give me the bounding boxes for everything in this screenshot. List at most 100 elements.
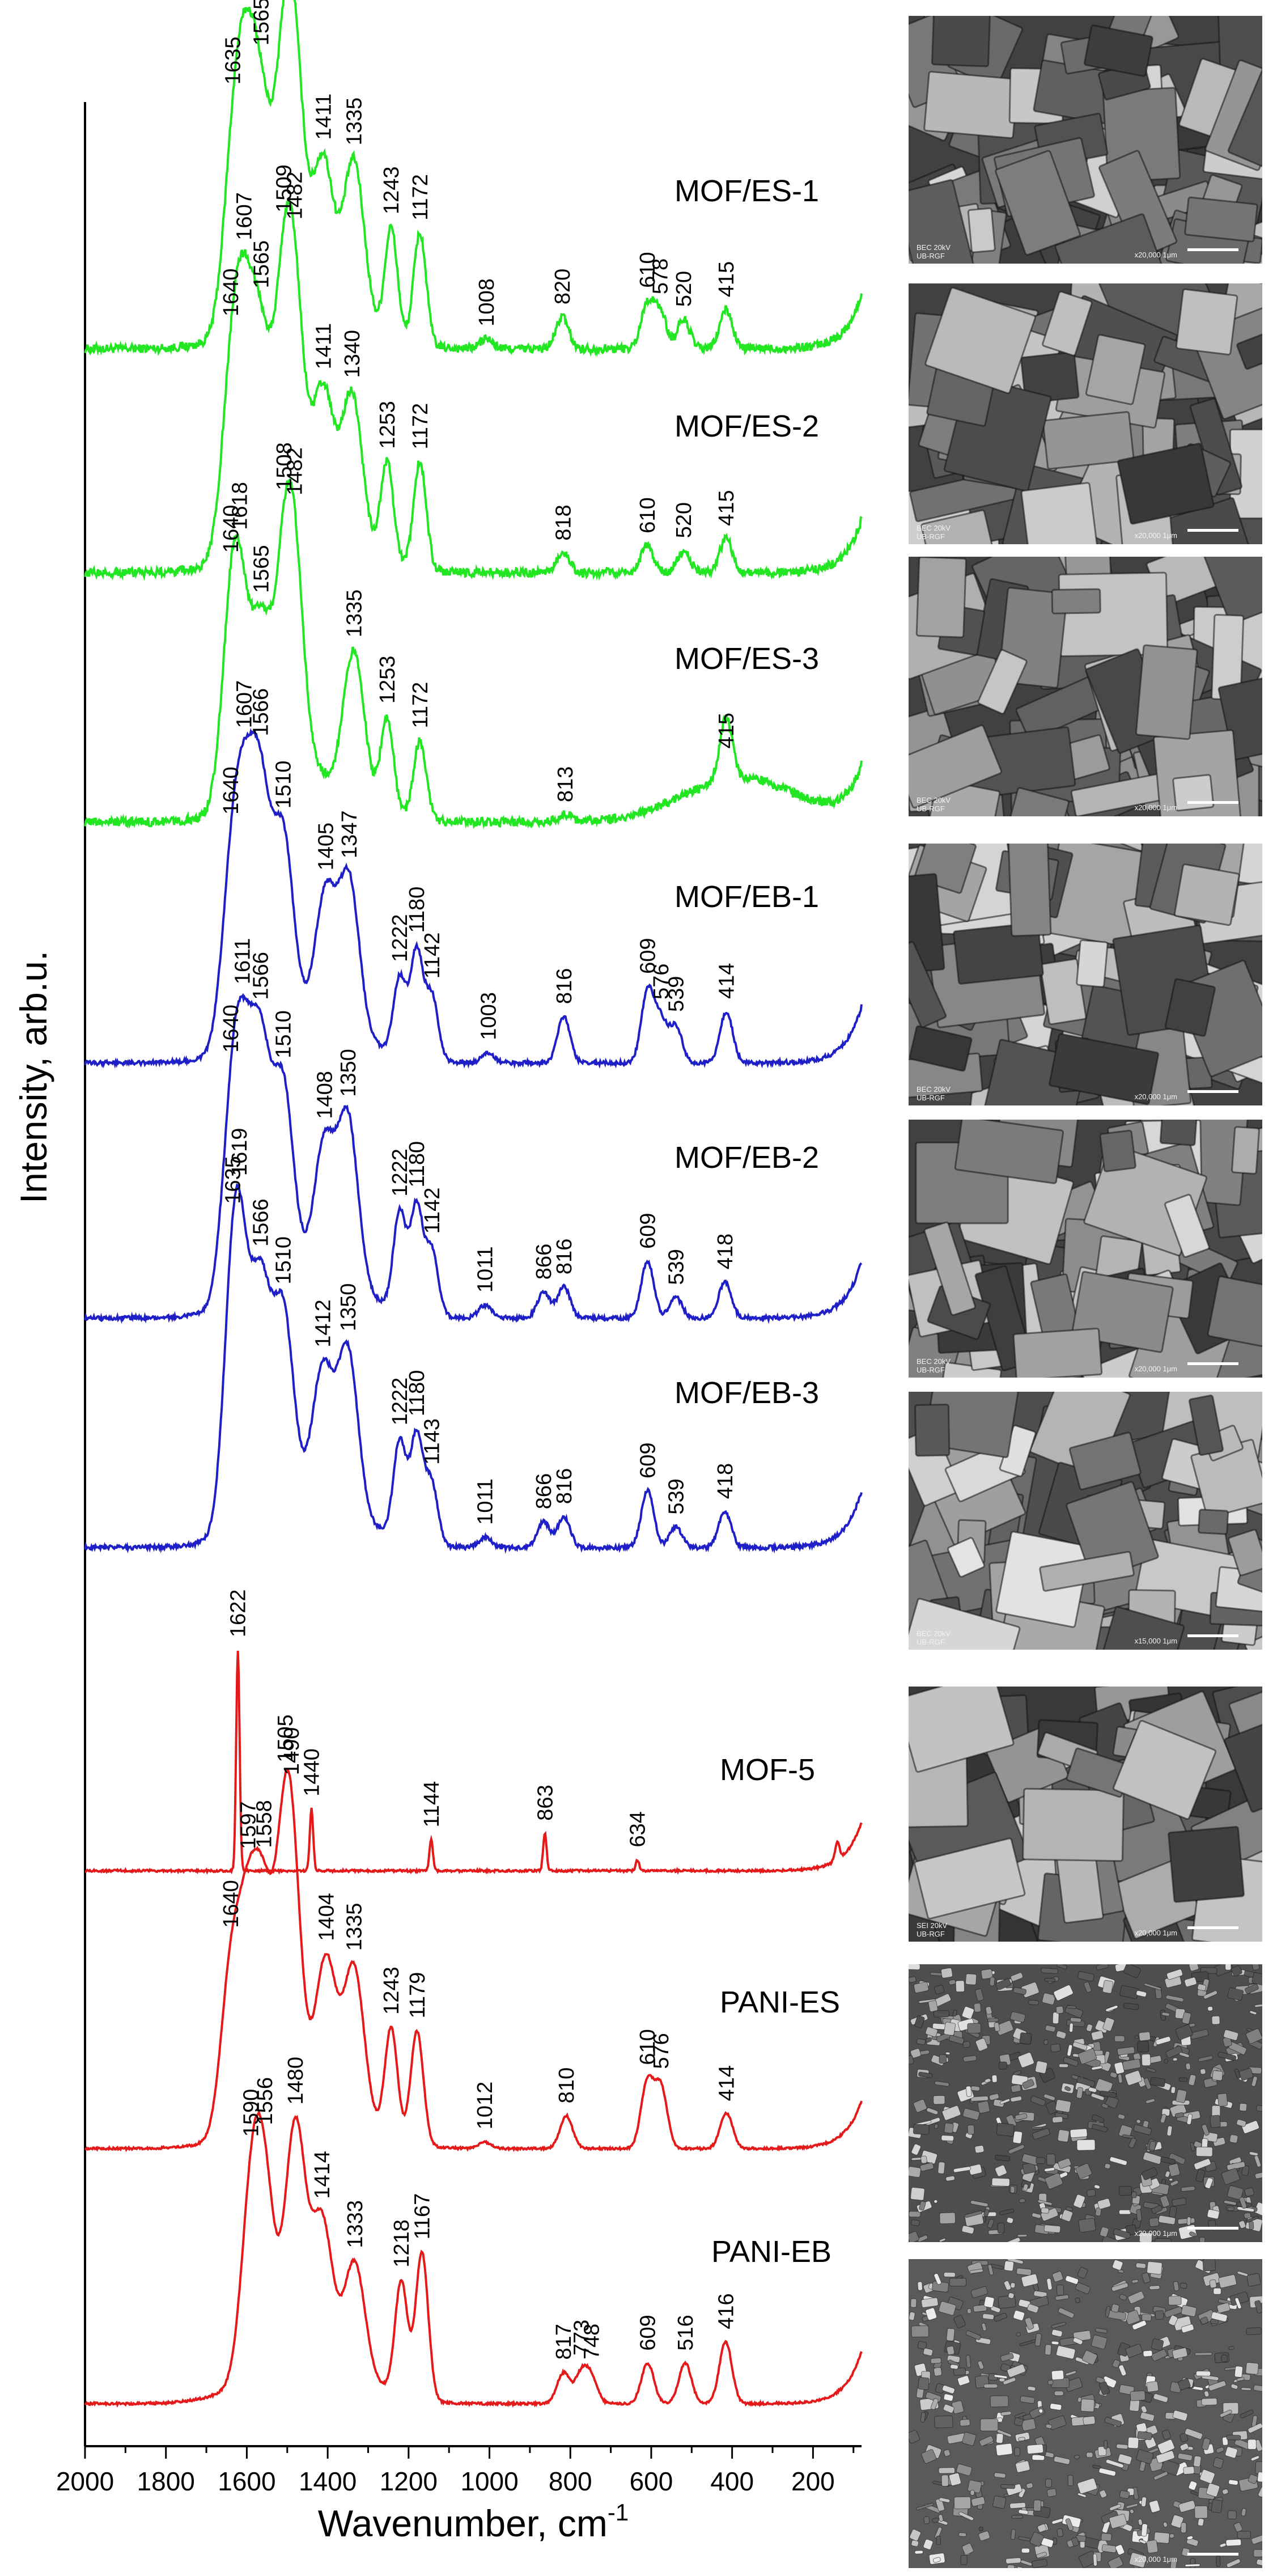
peak-label: 609 [637,938,660,973]
peak-label: 748 [580,2324,604,2359]
peak-label: 1404 [315,1893,338,1941]
sem-micrograph-mof-es-3: BEC 20kV UB-RGF x20,000 1μm [909,557,1262,816]
spectrum-line [84,2109,863,2408]
peak-label: 539 [665,1249,689,1285]
sem-micrograph-mof-es-1: BEC 20kV UB-RGF x20,000 1μm [909,16,1262,264]
sem-micrograph-pani-eb: x20,000 1μm [909,2259,1262,2568]
peak-label: 1222 [388,1378,412,1426]
peak-label: 1222 [388,914,412,962]
peak-label: 1243 [380,1967,404,2015]
spectrum-mof-es-3: MOF/ES-316401618156515081482133512531172… [84,442,863,829]
peak-label: 1008 [475,278,499,327]
micrograph-texture [909,1392,1262,1650]
peak-label: 817 [552,2324,576,2359]
peak-label: 1597 [237,1801,261,1849]
peak-label: 1640 [219,1005,243,1053]
scale-bar [1187,1362,1238,1365]
micrograph-magnification: x20,000 1μm [1134,531,1177,540]
series-label: PANI-EB [711,2235,831,2269]
micrograph-info-line: UB-RGF [917,252,945,260]
peak-label: 816 [553,968,576,1004]
peak-label: 1490 [280,1727,304,1776]
peak-label: 609 [637,1213,660,1248]
peak-label: 1635 [221,37,245,85]
peak-label: 539 [665,1478,689,1514]
peak-label: 1482 [283,447,307,495]
peak-label: 1618 [228,482,252,530]
x-tick-label: 2000 [56,2467,114,2496]
x-tick-label: 1400 [299,2467,357,2496]
peak-label: 1011 [474,1246,498,1293]
peak-label: 1347 [338,810,362,858]
micrograph-info-line: UB-RGF [917,1930,945,1938]
peak-label: 1509 [272,164,296,213]
spectrum-line [84,1183,863,1554]
peak-label: 1350 [337,1049,360,1097]
micrograph-magnification: x20,000 1μm [1134,1092,1177,1101]
peak-label: 1565 [249,545,273,593]
micrograph-texture [909,2259,1262,2568]
series-label: PANI-ES [720,1985,840,2019]
peak-label: 1218 [390,2219,414,2268]
peak-label: 1003 [477,992,500,1040]
sem-micrograph-mof-5: SEI 20kV UB-RGF x20,000 1μm [909,1687,1262,1942]
micrograph-info-left: SEI 20kV UB-RGF [917,1921,947,1938]
peak-label: 1640 [219,1880,243,1928]
spectrum-line [84,0,863,358]
spectra-traces: MOF/ES-116351602156515081482141113351243… [84,0,863,2408]
scale-bar [1187,2553,1238,2556]
micrograph-magnification: x20,000 1μm [1134,251,1177,259]
peak-label: 1607 [232,680,256,728]
micrograph-info-line: UB-RGF [917,1638,945,1646]
peak-label: 816 [553,1239,576,1274]
peak-label: 415 [715,490,739,526]
micrograph-texture [909,557,1262,816]
peak-label: 1405 [315,823,338,871]
peak-label: 1180 [405,1370,429,1417]
peak-label: 1510 [272,1010,296,1058]
peak-label: 1510 [272,1236,296,1285]
micrograph-texture [909,16,1262,264]
spectrum-line [84,728,863,1069]
peak-label: 1411 [312,323,336,370]
micrograph-info-line: BEC 20kV [917,1357,951,1366]
peak-label: 866 [532,1473,556,1509]
micrograph-info-line: UB-RGF [917,532,945,541]
peak-label: 415 [715,261,739,297]
peak-label: 416 [714,2293,738,2329]
micrograph-info-line: UB-RGF [917,1366,945,1374]
x-axis-tick-labels: 2000 1800 1600 1400 1200 1000 800 600 400 200 [56,2467,835,2496]
peak-label: 1335 [343,1903,367,1951]
series-label: MOF/EB-1 [674,880,819,914]
peak-label: 414 [715,963,739,999]
peak-label: 610 [636,497,660,533]
peak-label: 1012 [473,2082,497,2130]
micrograph-info-line: SEI 20kV [917,1921,948,1930]
peak-label: 1619 [228,1128,252,1176]
peak-label: 1350 [337,1283,360,1332]
peak-label: 516 [674,2315,698,2350]
peak-label: 1566 [249,952,273,1000]
peak-label: 1167 [410,2193,434,2240]
peak-label: 1243 [380,166,404,214]
peak-label: 1480 [284,2057,308,2105]
peak-label: 520 [672,502,696,538]
peak-label: 1335 [343,590,367,638]
peak-label: 1412 [312,1299,336,1348]
peak-label: 414 [715,2065,739,2101]
peak-label: 415 [715,713,739,748]
peak-label: 1142 [421,933,444,979]
micrograph-info-line: BEC 20kV [917,243,951,252]
micrograph-info-line: BEC 20kV [917,524,951,532]
peak-label: 418 [714,1234,737,1269]
spectrum-line [84,477,863,829]
y-axis-title: Intensity, arb.u. [12,951,54,1204]
peak-label: 1143 [421,1418,444,1465]
peak-label: 1411 [312,94,336,140]
micrograph-texture [909,1687,1262,1942]
scale-bar [1187,529,1238,532]
scale-bar [1187,248,1238,251]
spectrum-line [84,1768,863,2153]
